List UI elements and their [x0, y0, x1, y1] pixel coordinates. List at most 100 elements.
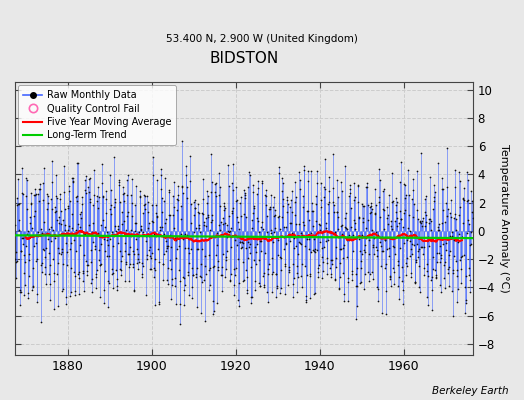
Point [25, 251, 34, 257]
Point [409, 186, 418, 193]
Point [56, 221, 64, 228]
Point [426, 216, 434, 222]
Point [86, 199, 94, 205]
Point [455, 212, 463, 218]
Point [169, 212, 178, 219]
Point [178, 182, 186, 189]
Point [276, 254, 284, 260]
Point [287, 197, 295, 203]
Point [438, 220, 446, 226]
Point [243, 286, 252, 293]
Point [86, 246, 95, 253]
Point [62, 301, 71, 308]
Point [25, 273, 33, 279]
Point [291, 199, 300, 206]
Point [385, 276, 394, 282]
Point [122, 261, 130, 267]
Point [382, 261, 390, 268]
Point [135, 233, 143, 240]
Point [310, 291, 319, 297]
Point [316, 222, 324, 228]
Point [94, 205, 103, 212]
Point [71, 272, 80, 279]
Point [267, 288, 276, 295]
Point [420, 265, 428, 271]
Point [453, 273, 462, 280]
Point [193, 246, 202, 252]
Point [329, 199, 337, 206]
Point [180, 275, 188, 281]
Point [317, 197, 325, 203]
Point [364, 217, 372, 223]
Point [365, 271, 374, 278]
Point [422, 211, 430, 218]
Point [428, 306, 436, 313]
Point [141, 232, 150, 239]
Point [346, 186, 355, 192]
Point [223, 234, 232, 241]
Point [77, 215, 85, 221]
Point [28, 225, 36, 232]
Point [47, 224, 55, 230]
Point [132, 220, 140, 227]
Point [64, 182, 73, 189]
Point [17, 248, 25, 254]
Point [168, 275, 177, 282]
Point [252, 260, 260, 267]
Point [202, 223, 210, 230]
Point [215, 191, 224, 198]
Point [328, 260, 336, 267]
Point [253, 241, 261, 248]
Point [43, 192, 52, 199]
Point [221, 274, 230, 280]
Point [389, 281, 398, 288]
Point [139, 192, 148, 198]
Point [19, 235, 27, 241]
Point [411, 279, 420, 285]
Point [334, 214, 343, 220]
Point [177, 203, 185, 210]
Point [39, 180, 48, 186]
Point [99, 216, 107, 223]
Point [350, 180, 358, 186]
Point [206, 264, 214, 271]
Point [427, 277, 435, 284]
Point [80, 252, 88, 258]
Point [195, 229, 204, 235]
Point [190, 199, 199, 205]
Point [25, 257, 33, 263]
Point [464, 196, 472, 203]
Point [19, 241, 28, 248]
Point [46, 281, 54, 288]
Point [427, 227, 435, 233]
Point [71, 292, 79, 298]
Point [195, 210, 204, 216]
Point [259, 270, 268, 276]
Point [193, 304, 201, 310]
Point [461, 310, 470, 316]
Point [315, 227, 324, 234]
Point [461, 284, 469, 291]
Point [109, 270, 117, 276]
Point [211, 189, 220, 195]
Point [283, 194, 291, 200]
Point [441, 258, 449, 265]
Point [159, 260, 168, 267]
Point [320, 184, 329, 190]
Point [225, 212, 233, 219]
Point [23, 206, 31, 212]
Point [345, 190, 354, 196]
Point [24, 228, 32, 234]
Point [172, 246, 181, 252]
Point [329, 150, 337, 157]
Point [465, 272, 474, 278]
Y-axis label: Temperature Anomaly (°C): Temperature Anomaly (°C) [499, 144, 509, 293]
Point [429, 254, 437, 260]
Point [37, 269, 46, 276]
Point [408, 251, 416, 257]
Point [380, 207, 388, 214]
Point [323, 255, 332, 261]
Point [93, 193, 101, 199]
Point [231, 272, 239, 279]
Point [123, 176, 132, 183]
